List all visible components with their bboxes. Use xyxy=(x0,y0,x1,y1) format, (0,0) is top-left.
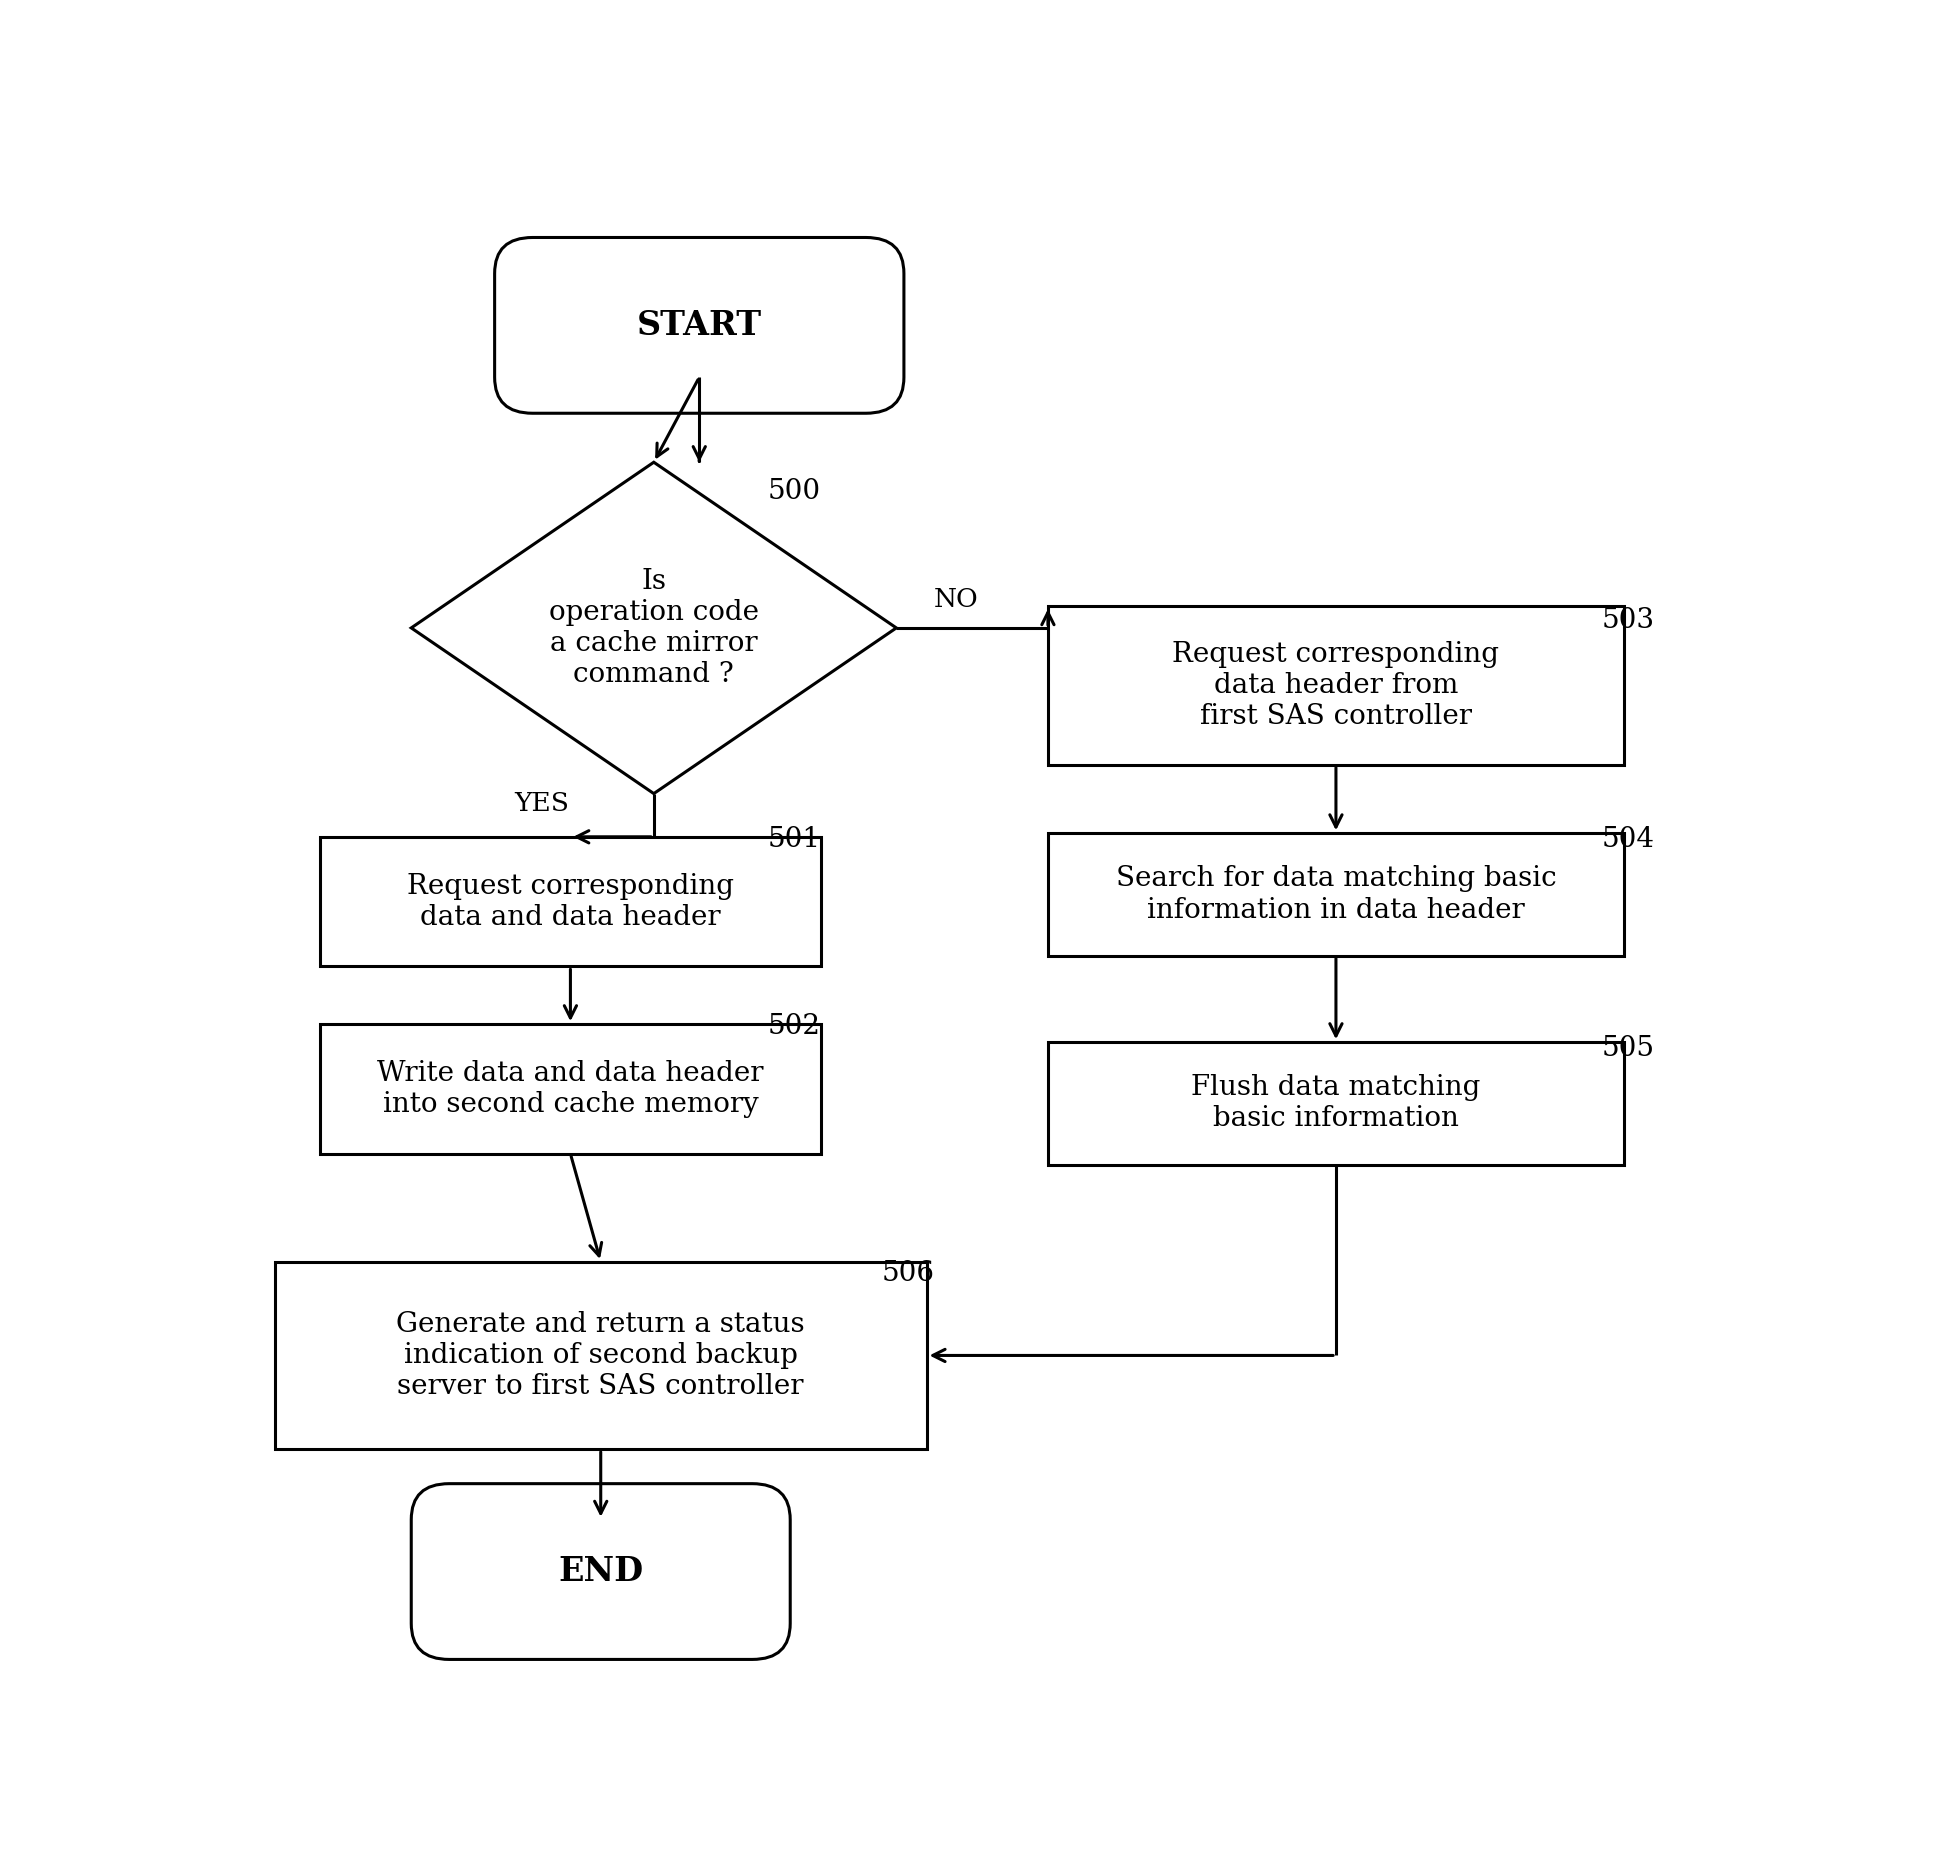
FancyBboxPatch shape xyxy=(495,238,903,413)
Bar xyxy=(321,1023,821,1154)
Bar xyxy=(274,1261,927,1450)
Bar xyxy=(1048,606,1623,765)
FancyBboxPatch shape xyxy=(411,1484,790,1660)
Text: 505: 505 xyxy=(1601,1035,1654,1063)
Bar xyxy=(1048,1042,1623,1164)
Text: YES: YES xyxy=(514,791,569,816)
Text: Flush data matching
basic information: Flush data matching basic information xyxy=(1191,1074,1480,1132)
Bar xyxy=(1048,833,1623,956)
Bar xyxy=(321,836,821,967)
Polygon shape xyxy=(411,462,895,793)
Text: NO: NO xyxy=(934,587,979,612)
Text: 501: 501 xyxy=(766,827,821,853)
Text: 502: 502 xyxy=(766,1014,819,1040)
Text: 500: 500 xyxy=(766,477,821,505)
Text: Request corresponding
data and data header: Request corresponding data and data head… xyxy=(407,872,733,930)
Text: Is
operation code
a cache mirror
command ?: Is operation code a cache mirror command… xyxy=(549,567,759,689)
Text: 503: 503 xyxy=(1601,608,1654,634)
Text: 504: 504 xyxy=(1601,827,1654,853)
Text: Generate and return a status
indication of second backup
server to first SAS con: Generate and return a status indication … xyxy=(397,1312,805,1400)
Text: Search for data matching basic
information in data header: Search for data matching basic informati… xyxy=(1114,864,1556,924)
Text: Request corresponding
data header from
first SAS controller: Request corresponding data header from f… xyxy=(1171,642,1499,730)
Text: 506: 506 xyxy=(880,1259,934,1287)
Text: START: START xyxy=(637,309,760,342)
Text: Write data and data header
into second cache memory: Write data and data header into second c… xyxy=(377,1059,762,1119)
Text: END: END xyxy=(557,1555,643,1588)
